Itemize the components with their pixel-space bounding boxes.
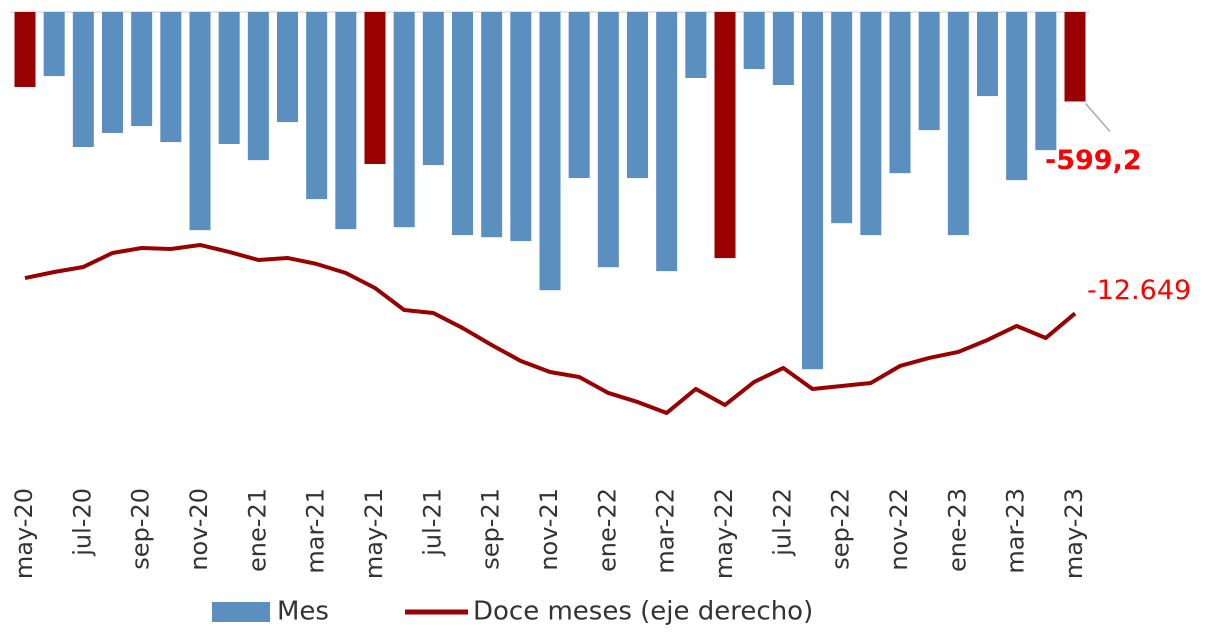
x-tick-label: jul-22 — [768, 488, 796, 557]
x-tick-label: jul-21 — [418, 488, 446, 557]
x-tick-label: nov-22 — [885, 488, 913, 571]
bar — [743, 12, 765, 70]
bar — [918, 12, 940, 131]
bar — [364, 12, 386, 165]
bar — [714, 12, 736, 259]
bar — [393, 12, 415, 228]
line — [24, 242, 1077, 415]
legend-label: Doce meses (eje derecho) — [473, 597, 813, 627]
bar — [189, 12, 211, 231]
bar — [889, 12, 911, 174]
bar — [1064, 12, 1086, 102]
bar — [656, 12, 678, 272]
leader-line — [1084, 102, 1111, 132]
x-tick-label: mar-23 — [1002, 488, 1030, 574]
bar — [685, 12, 707, 79]
bar — [277, 12, 298, 123]
bar — [481, 12, 503, 238]
bar-value-label: -599,2 — [1045, 145, 1142, 176]
bar — [452, 12, 473, 236]
bar — [218, 12, 240, 145]
x-tick-label: jul-20 — [68, 488, 96, 557]
line-value-label: -12.649 — [1087, 275, 1191, 306]
bar — [860, 12, 882, 236]
bar — [102, 12, 123, 133]
bar — [947, 12, 969, 236]
x-tick-label: sep-20 — [127, 488, 155, 570]
x-tick-label: ene-21 — [243, 488, 271, 572]
bar — [539, 12, 561, 291]
x-tick-label: sep-21 — [477, 488, 505, 570]
bar — [1006, 12, 1028, 181]
x-tick-label: may-21 — [360, 488, 388, 579]
x-tick-label: ene-23 — [943, 488, 971, 572]
bar — [131, 12, 153, 127]
bar — [335, 12, 357, 230]
bar — [247, 12, 269, 161]
bar — [568, 12, 590, 179]
bar — [510, 12, 532, 242]
bar — [1035, 12, 1057, 151]
legend-swatch — [212, 602, 270, 622]
bar — [597, 12, 619, 268]
bar — [977, 12, 998, 97]
x-tick-label: may-20 — [10, 488, 38, 579]
bar — [802, 12, 823, 370]
bar — [831, 12, 853, 224]
bar — [422, 12, 444, 166]
x-tick-label: may-22 — [710, 488, 738, 579]
bar — [43, 12, 65, 77]
x-tick-label: sep-22 — [827, 488, 855, 570]
legend-label: Mes — [277, 597, 329, 627]
x-tick-label: ene-22 — [593, 488, 621, 572]
x-tick-label: nov-20 — [185, 488, 213, 571]
bar — [306, 12, 328, 200]
x-tick-label: mar-22 — [652, 488, 680, 574]
x-tick-label: mar-21 — [302, 488, 330, 574]
x-tick-label: may-23 — [1060, 488, 1088, 579]
x-tick-label: nov-21 — [535, 488, 563, 571]
bar — [72, 12, 94, 147]
bar — [627, 12, 648, 179]
bar — [160, 12, 182, 143]
bar — [14, 12, 36, 87]
bar — [772, 12, 794, 86]
